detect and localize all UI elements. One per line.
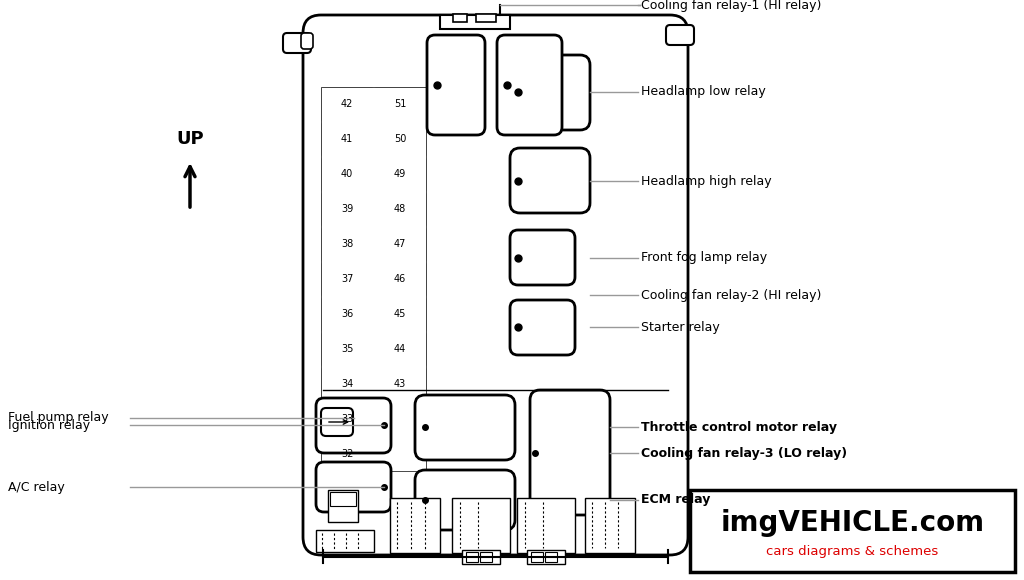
- Bar: [322, 438, 372, 470]
- Bar: [375, 263, 425, 295]
- Text: UP: UP: [176, 130, 204, 148]
- FancyBboxPatch shape: [510, 148, 590, 213]
- Text: 35: 35: [341, 344, 353, 354]
- Bar: [375, 123, 425, 155]
- Bar: [322, 263, 372, 295]
- Bar: [527, 550, 565, 564]
- FancyBboxPatch shape: [510, 55, 590, 130]
- FancyBboxPatch shape: [415, 470, 515, 530]
- Bar: [330, 492, 356, 506]
- FancyBboxPatch shape: [510, 300, 575, 355]
- FancyBboxPatch shape: [415, 395, 515, 460]
- Bar: [375, 368, 425, 400]
- Bar: [466, 552, 478, 562]
- Text: Ignition relay: Ignition relay: [8, 419, 90, 432]
- Bar: [322, 158, 372, 190]
- Text: 43: 43: [394, 379, 407, 389]
- Text: Cooling fan relay-2 (HI relay): Cooling fan relay-2 (HI relay): [641, 288, 821, 302]
- Text: Cooling fan relay-3 (LO relay): Cooling fan relay-3 (LO relay): [641, 447, 847, 459]
- Bar: [375, 88, 425, 120]
- Bar: [322, 193, 372, 225]
- FancyBboxPatch shape: [321, 408, 353, 436]
- Text: Fuel pump relay: Fuel pump relay: [8, 411, 109, 425]
- Text: Headlamp high relay: Headlamp high relay: [641, 175, 772, 187]
- FancyBboxPatch shape: [497, 35, 562, 135]
- FancyBboxPatch shape: [283, 33, 311, 53]
- Bar: [322, 333, 372, 365]
- Text: 50: 50: [394, 134, 407, 144]
- Text: A/C relay: A/C relay: [8, 480, 65, 494]
- Text: 39: 39: [341, 204, 353, 214]
- Text: Throttle control motor relay: Throttle control motor relay: [641, 420, 837, 433]
- Text: 41: 41: [341, 134, 353, 144]
- Bar: [375, 193, 425, 225]
- FancyBboxPatch shape: [510, 230, 575, 285]
- Bar: [390, 498, 440, 553]
- Text: 44: 44: [394, 344, 407, 354]
- Text: Cooling fan relay-1 (HI relay): Cooling fan relay-1 (HI relay): [641, 0, 821, 12]
- Bar: [322, 88, 372, 120]
- Text: 37: 37: [341, 274, 353, 284]
- Text: imgVEHICLE.com: imgVEHICLE.com: [721, 509, 984, 537]
- Bar: [517, 498, 575, 553]
- Text: 51: 51: [394, 99, 407, 109]
- Bar: [453, 14, 467, 22]
- FancyBboxPatch shape: [427, 35, 485, 135]
- Text: 47: 47: [394, 239, 407, 249]
- Bar: [440, 15, 510, 29]
- Bar: [321, 87, 426, 471]
- Bar: [322, 368, 372, 400]
- Text: ECM relay: ECM relay: [641, 494, 711, 506]
- FancyBboxPatch shape: [530, 390, 610, 515]
- Text: Headlamp low relay: Headlamp low relay: [641, 85, 766, 99]
- FancyBboxPatch shape: [301, 33, 313, 49]
- Bar: [322, 228, 372, 260]
- Bar: [316, 530, 374, 552]
- Text: 48: 48: [394, 204, 407, 214]
- Bar: [375, 158, 425, 190]
- Bar: [322, 298, 372, 330]
- Bar: [452, 498, 510, 553]
- Bar: [462, 550, 500, 564]
- Text: cars diagrams & schemes: cars diagrams & schemes: [766, 545, 939, 558]
- FancyBboxPatch shape: [316, 398, 391, 453]
- FancyBboxPatch shape: [666, 25, 694, 45]
- Text: 32: 32: [341, 449, 353, 459]
- Bar: [322, 123, 372, 155]
- Bar: [545, 552, 557, 562]
- Text: 40: 40: [341, 169, 353, 179]
- Text: 46: 46: [394, 274, 407, 284]
- Bar: [531, 552, 543, 562]
- Text: Starter relay: Starter relay: [641, 321, 720, 333]
- Text: 34: 34: [341, 379, 353, 389]
- Bar: [690, 490, 1015, 572]
- Bar: [322, 403, 372, 435]
- Text: Front fog lamp relay: Front fog lamp relay: [641, 252, 767, 264]
- Bar: [328, 490, 358, 522]
- Text: 42: 42: [341, 99, 353, 109]
- FancyBboxPatch shape: [303, 15, 688, 555]
- Text: 45: 45: [394, 309, 407, 319]
- Bar: [375, 228, 425, 260]
- Bar: [375, 298, 425, 330]
- Text: 36: 36: [341, 309, 353, 319]
- Bar: [585, 498, 635, 553]
- Bar: [375, 333, 425, 365]
- Bar: [476, 14, 496, 22]
- Text: 49: 49: [394, 169, 407, 179]
- Text: 33: 33: [341, 414, 353, 424]
- Text: 38: 38: [341, 239, 353, 249]
- Bar: [480, 552, 492, 562]
- FancyBboxPatch shape: [316, 462, 391, 512]
